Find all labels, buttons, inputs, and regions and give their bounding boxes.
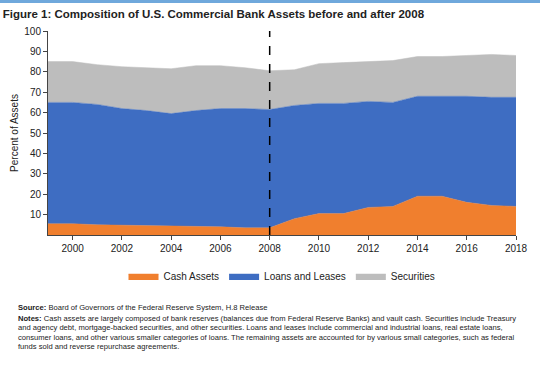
html-text:Source: Board of Governors of: Source: Board of Governors of the Federa… — [18, 303, 268, 312]
svg-text:2012: 2012 — [357, 243, 380, 254]
svg-text:2010: 2010 — [308, 243, 331, 254]
svg-text:Cash Assets: Cash Assets — [164, 271, 220, 282]
svg-text:100: 100 — [24, 26, 41, 37]
svg-text:40: 40 — [30, 148, 42, 159]
svg-text:90: 90 — [30, 46, 42, 57]
svg-text:Percent of Assets: Percent of Assets — [9, 94, 20, 172]
svg-text:60: 60 — [30, 107, 42, 118]
svg-text:2000: 2000 — [62, 243, 85, 254]
svg-text:2018: 2018 — [505, 243, 528, 254]
svg-text:Figure 1: Composition of U.S.: Figure 1: Composition of U.S. Commercial… — [3, 8, 425, 20]
svg-text:20: 20 — [30, 189, 42, 200]
svg-text:70: 70 — [30, 87, 42, 98]
svg-text:10: 10 — [30, 209, 42, 220]
svg-text:Loans and Leases: Loans and Leases — [264, 271, 346, 282]
svg-text:30: 30 — [30, 168, 42, 179]
svg-text:2006: 2006 — [209, 243, 232, 254]
svg-text:2008: 2008 — [259, 243, 282, 254]
html-text:Notes: Cash assets are largely: Notes: Cash assets are largely composed … — [18, 313, 517, 352]
svg-text:50: 50 — [30, 128, 42, 139]
svg-text:Securities: Securities — [391, 271, 435, 282]
svg-text:2002: 2002 — [111, 243, 134, 254]
svg-text:2004: 2004 — [160, 243, 183, 254]
svg-text:2016: 2016 — [456, 243, 479, 254]
svg-text:80: 80 — [30, 66, 42, 77]
svg-text:2014: 2014 — [406, 243, 429, 254]
